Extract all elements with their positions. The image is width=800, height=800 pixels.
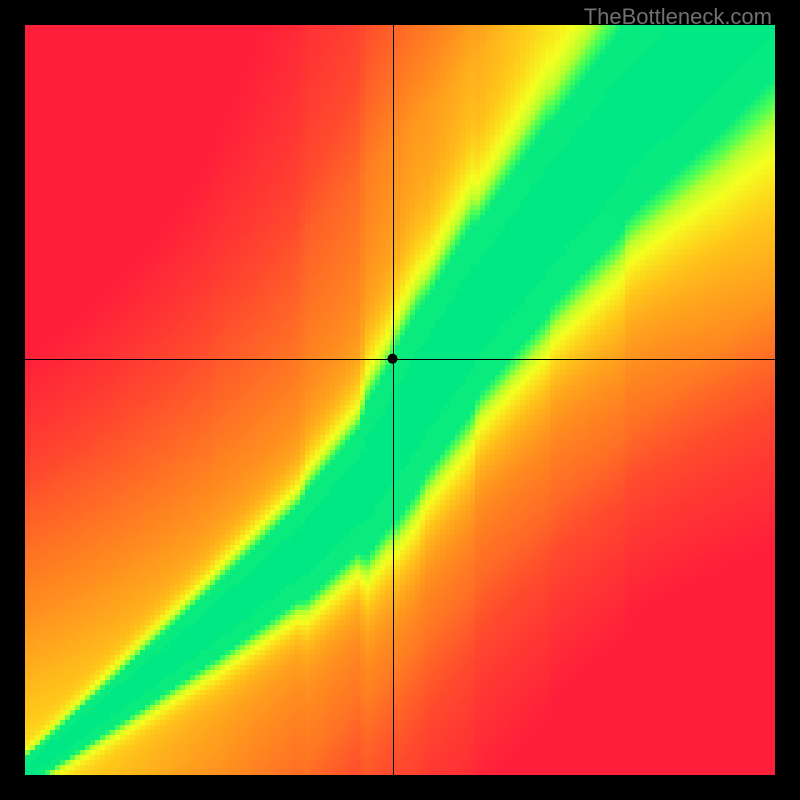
heatmap-canvas bbox=[25, 25, 775, 775]
watermark-text: TheBottleneck.com bbox=[584, 4, 772, 30]
heatmap-chart bbox=[25, 25, 775, 775]
